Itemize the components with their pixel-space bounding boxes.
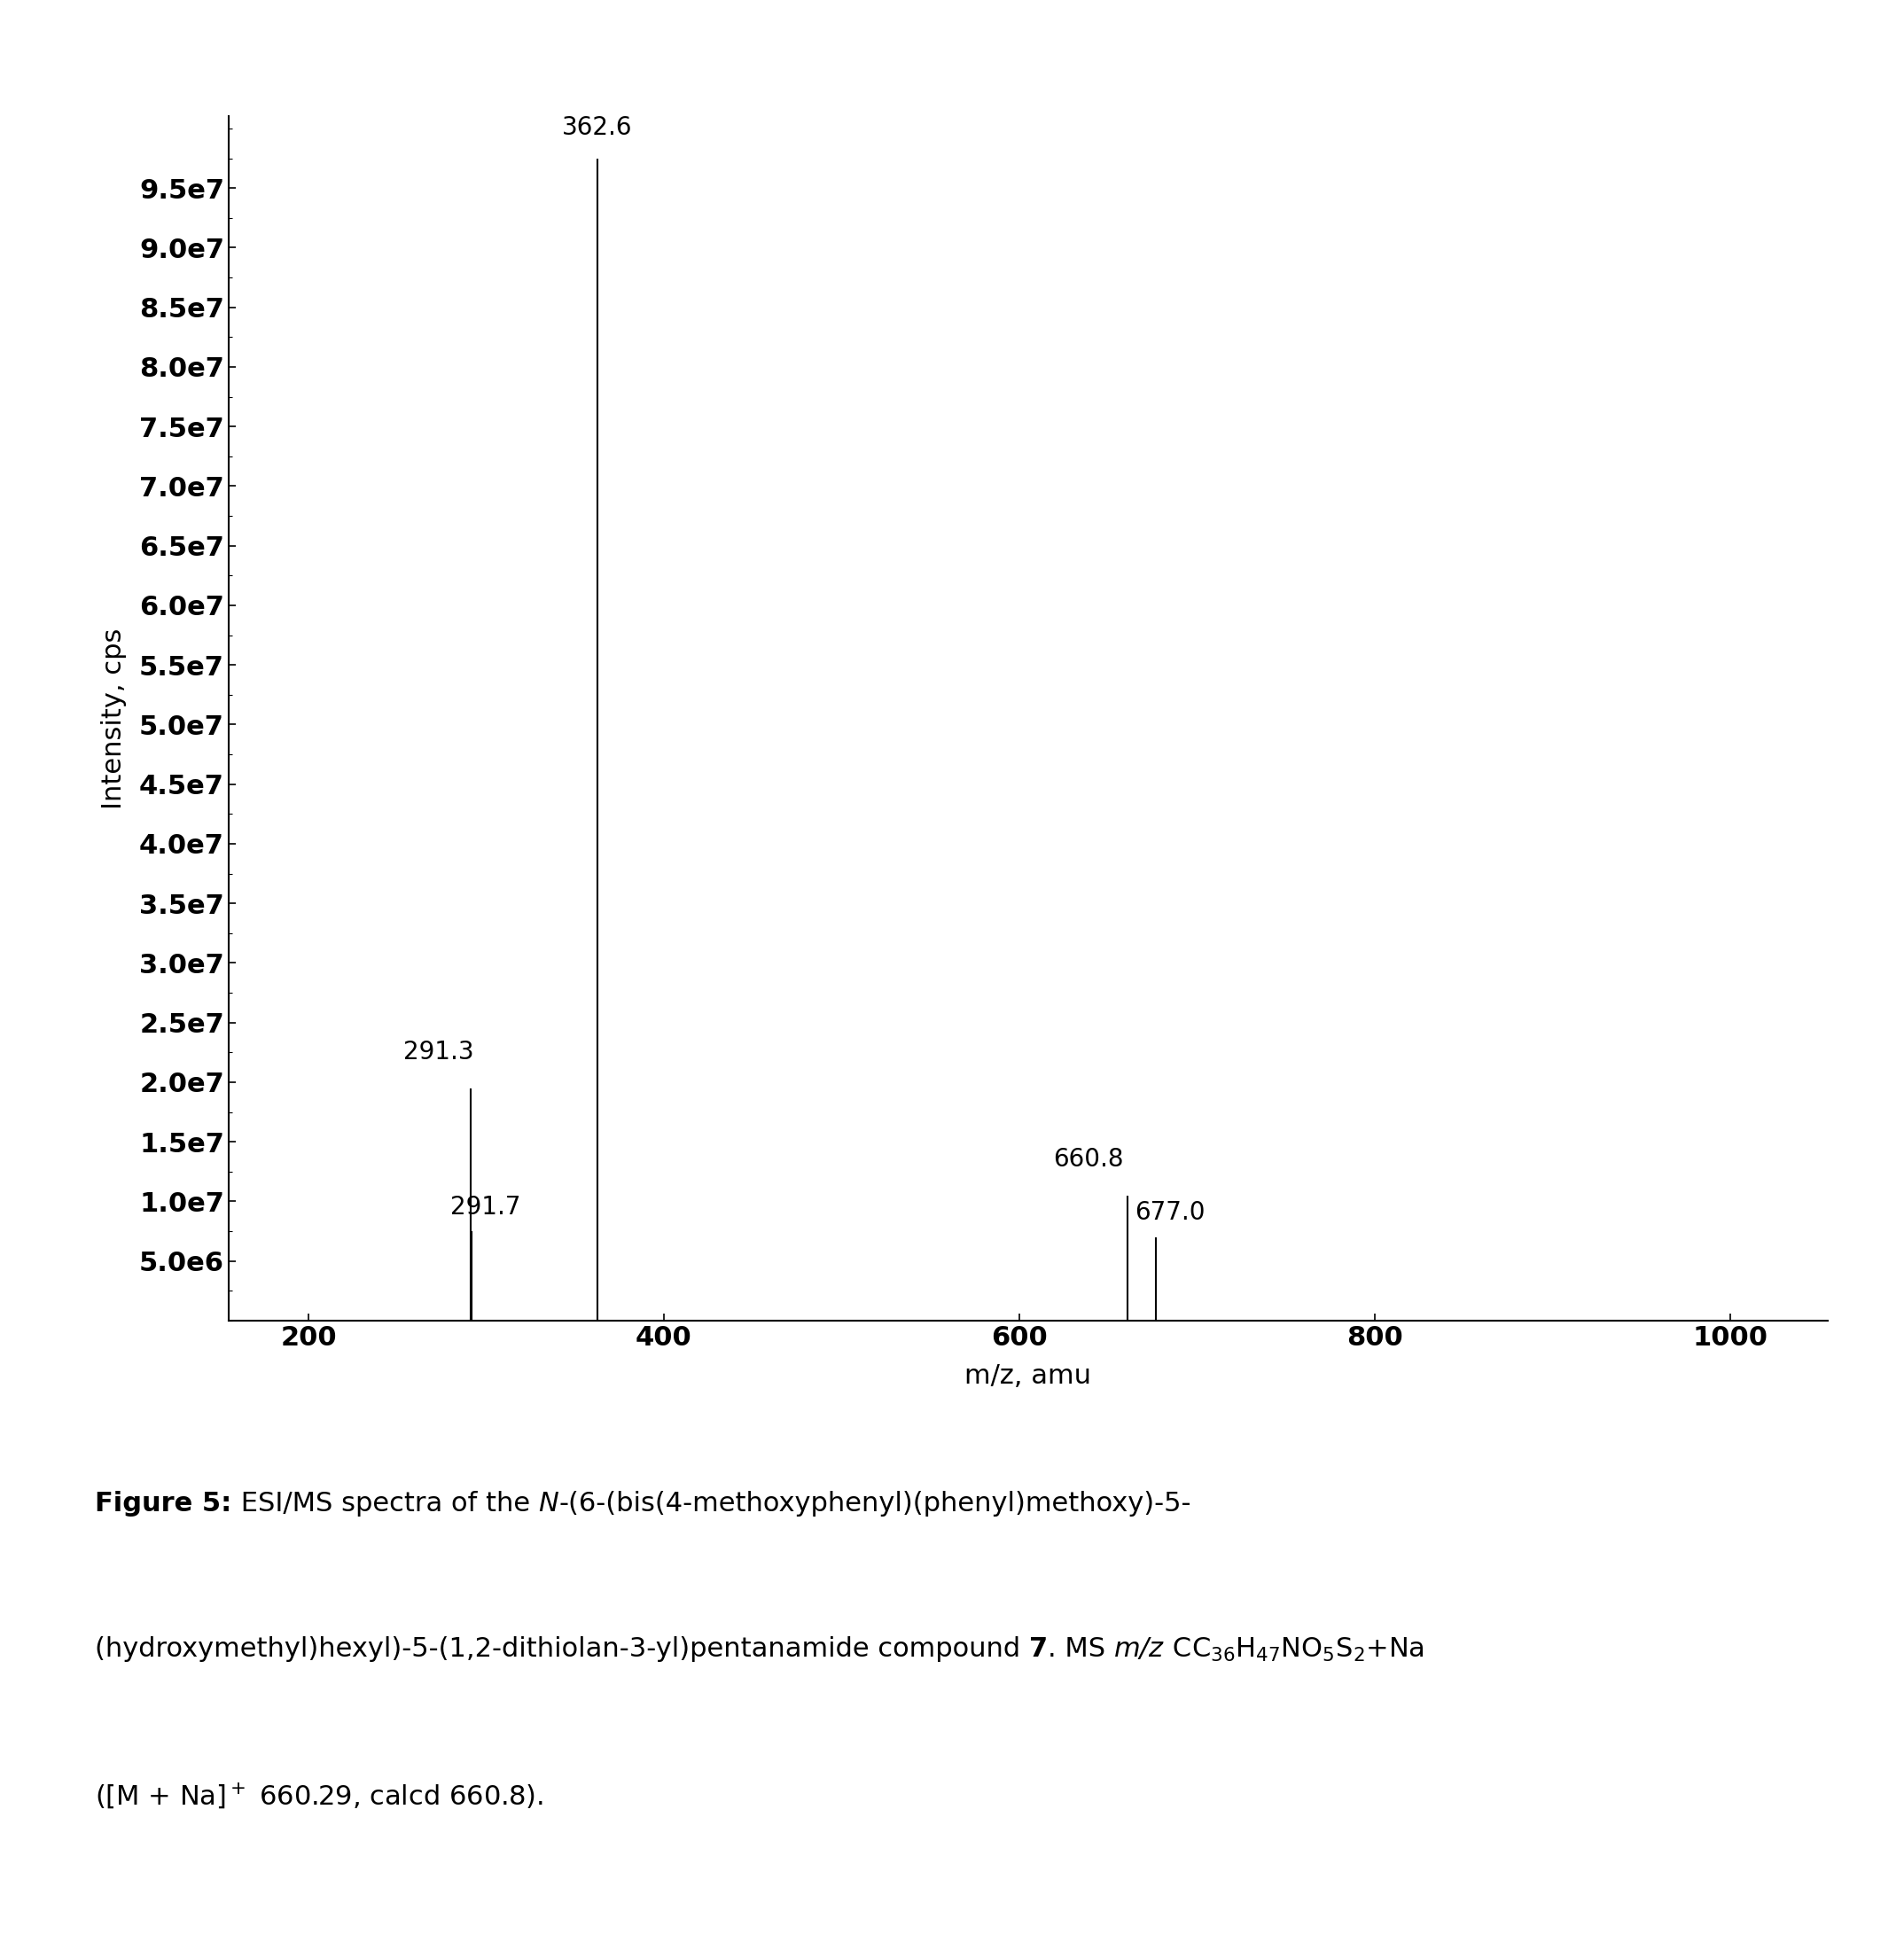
Text: C: C (1163, 1635, 1192, 1662)
Text: 291.3: 291.3 (404, 1039, 474, 1064)
Text: 7: 7 (1030, 1635, 1047, 1662)
Text: N: N (539, 1491, 558, 1517)
Text: 677.0: 677.0 (1135, 1200, 1205, 1225)
Text: 362.6: 362.6 (562, 115, 632, 140)
Text: m/z: m/z (1114, 1635, 1163, 1662)
Text: ESI/MS spectra of the: ESI/MS spectra of the (232, 1491, 539, 1517)
Text: -(6-(bis(4-methoxyphenyl)(phenyl)methoxy)-5-: -(6-(bis(4-methoxyphenyl)(phenyl)methoxy… (558, 1491, 1192, 1517)
Text: . MS: . MS (1047, 1635, 1114, 1662)
X-axis label: m/z, amu: m/z, amu (965, 1363, 1091, 1389)
Text: ([M + Na]$^+$ 660.29, calcd 660.8).: ([M + Na]$^+$ 660.29, calcd 660.8). (95, 1781, 545, 1810)
Y-axis label: Intensity, cps: Intensity, cps (101, 627, 128, 810)
Text: (hydroxymethyl)hexyl)-5-(1,2-dithiolan-3-yl)pentanamide compound: (hydroxymethyl)hexyl)-5-(1,2-dithiolan-3… (95, 1635, 1030, 1662)
Text: 660.8: 660.8 (1053, 1146, 1123, 1171)
Text: $\mathregular{C_{36}H_{47}NO_5S_2}$+Na: $\mathregular{C_{36}H_{47}NO_5S_2}$+Na (1192, 1635, 1424, 1664)
Text: Figure 5:: Figure 5: (95, 1491, 232, 1517)
Text: 291.7: 291.7 (451, 1194, 522, 1220)
